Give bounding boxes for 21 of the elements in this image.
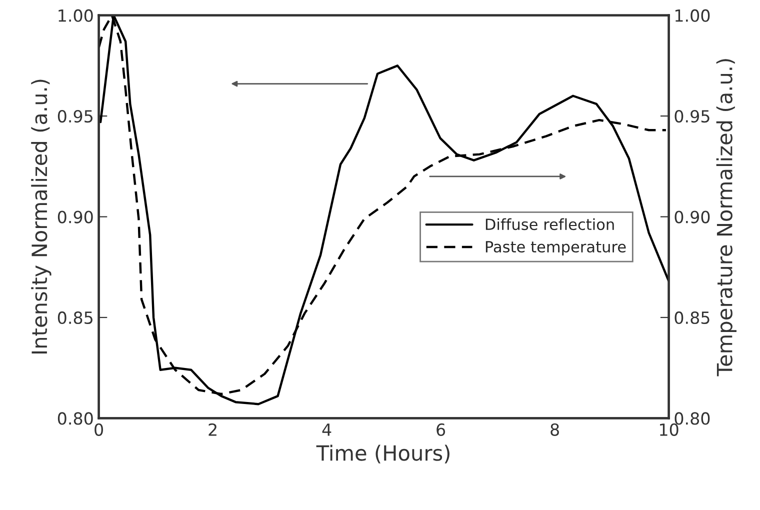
y2-tick-label: 0.80	[674, 412, 710, 425]
x-tick-label: 4	[322, 424, 332, 436]
x-tick-label: 2	[208, 423, 216, 436]
y-tick-label: 0.80	[58, 412, 93, 425]
y2-tick-label: 0.90	[674, 210, 710, 224]
y-tick-label: 0.90	[58, 210, 93, 224]
legend-label: Diffuse reflection	[486, 218, 614, 230]
x-tick-label: 10	[660, 423, 678, 436]
x-axis-title: Time (Hours)	[316, 444, 450, 464]
y-tick-label: 1.00	[58, 9, 93, 22]
y-axis-title: Intensity Normalized (a.u.)	[31, 80, 52, 354]
y2-tick-label: 0.85	[674, 311, 710, 324]
y2-tick-label: 0.95	[674, 110, 710, 123]
y-tick-label: 0.95	[58, 110, 92, 123]
y2-tick-label: 1.00	[675, 9, 710, 22]
x-tick-label: 6	[436, 423, 446, 436]
x-tick-label: 8	[550, 423, 559, 436]
y2-axis-title: Temperature Normalized (a.u.)	[716, 59, 736, 376]
x-tick-label: 0	[94, 423, 103, 436]
legend-label: Paste temperature	[486, 241, 626, 256]
y-tick-label: 0.85	[58, 311, 92, 324]
